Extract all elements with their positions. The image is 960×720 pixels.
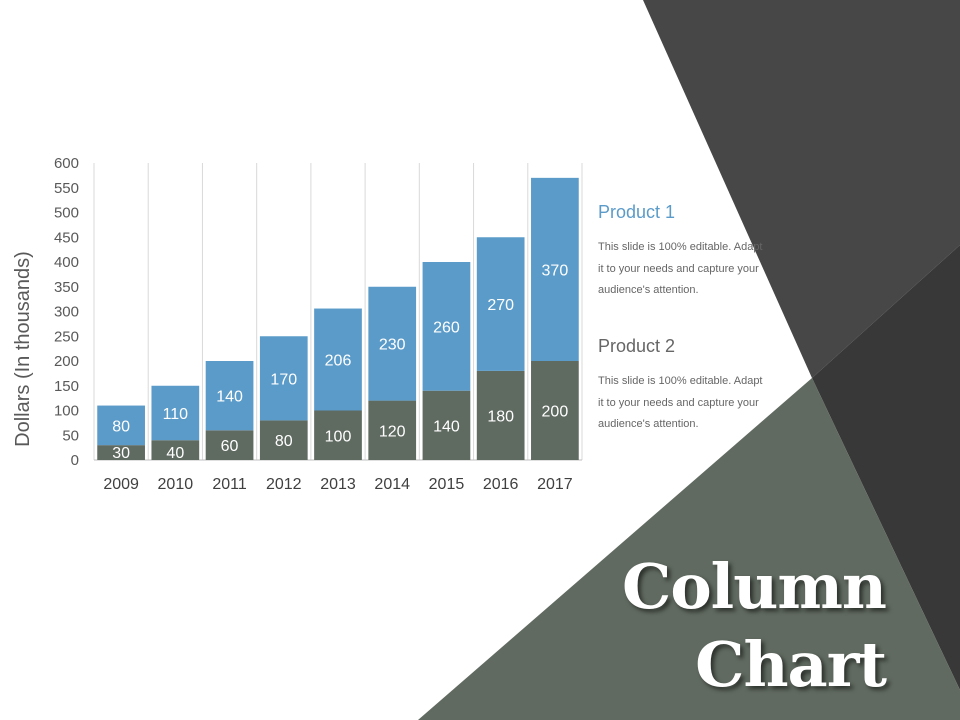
bar-segment-product-1	[368, 286, 417, 401]
data-label-product-1: 206	[325, 353, 352, 370]
y-tick-label: 350	[54, 279, 79, 296]
y-tick-label: 150	[54, 378, 79, 395]
x-tick-label: 2013	[320, 476, 356, 493]
bar-segment-product-1	[259, 336, 308, 421]
bar-segment-product-2	[368, 400, 417, 460]
data-label-product-2: 200	[542, 404, 569, 421]
y-tick-label: 600	[54, 155, 79, 172]
y-tick-label: 400	[54, 254, 79, 271]
x-tick-label: 2016	[483, 476, 519, 493]
y-tick-label: 100	[54, 403, 79, 420]
x-tick-label: 2015	[429, 476, 465, 493]
y-tick-label: 50	[62, 427, 79, 444]
y-tick-label: 250	[54, 328, 79, 345]
data-label-product-1: 140	[216, 389, 243, 406]
legend-product-1-title: Product 1	[598, 202, 676, 222]
slide-title-line-1: Column	[621, 550, 887, 623]
data-label-product-2: 80	[275, 433, 293, 450]
data-label-product-1: 170	[270, 371, 297, 388]
bar-segment-product-1	[205, 361, 254, 431]
bar-segment-product-2	[151, 440, 200, 460]
data-label-product-2: 30	[112, 445, 130, 462]
y-tick-label: 550	[54, 180, 79, 197]
bar-segment-product-1	[531, 177, 579, 361]
bar-segment-product-2	[97, 445, 145, 460]
legend-product-2-text: This slide is 100% editable. Adapt it to…	[598, 375, 763, 430]
green-panel-shape	[418, 378, 960, 720]
bar-segment-product-1	[476, 237, 525, 371]
bar-segment-product-1	[97, 405, 145, 446]
dark-panel-shape	[643, 0, 960, 378]
y-axis-title: Dollars (In thousands)	[12, 251, 34, 447]
x-tick-label: 2014	[374, 476, 410, 493]
data-label-product-2: 120	[379, 423, 406, 440]
bar-segment-product-2	[476, 370, 525, 460]
legend-product-1-text: This slide is 100% editable. Adapt it to…	[598, 241, 763, 296]
x-tick-label: 2011	[212, 476, 247, 493]
x-tick-label: 2017	[537, 476, 573, 493]
legend-product-2: Product 2 This slide is 100% editable. A…	[598, 336, 768, 436]
data-label-product-2: 100	[325, 428, 352, 445]
darkest-panel-shape	[812, 245, 960, 690]
data-label-product-1: 230	[379, 337, 406, 354]
slide-title-line-2: Chart	[695, 628, 887, 701]
bar-segment-product-1	[151, 385, 200, 441]
data-label-product-1: 80	[112, 418, 130, 435]
bar-segment-product-2	[205, 430, 254, 460]
y-tick-label: 200	[54, 353, 79, 370]
x-tick-label: 2010	[158, 476, 194, 493]
legend-product-2-title: Product 2	[598, 336, 676, 356]
bar-segment-product-1	[314, 308, 362, 411]
y-tick-label: 450	[54, 229, 79, 246]
chart-bars	[97, 177, 579, 460]
chart-labels: 0 50 100 150 200 250 300 350 400 450 500 550 600 30 80…	[54, 155, 573, 493]
bar-segment-product-2	[314, 410, 362, 460]
x-tick-label: 2012	[266, 476, 302, 493]
data-label-product-1: 260	[433, 319, 460, 336]
data-label-product-1: 370	[542, 262, 569, 279]
data-label-product-1: 270	[487, 297, 514, 314]
bar-segment-product-2	[531, 361, 579, 460]
data-label-product-2: 60	[221, 438, 239, 455]
y-tick-label: 0	[71, 452, 79, 469]
data-label-product-2: 140	[433, 418, 460, 435]
data-label-product-2: 180	[487, 408, 514, 425]
legend-product-1: Product 1 This slide is 100% editable. A…	[598, 202, 768, 302]
y-tick-label: 500	[54, 205, 79, 222]
slide-title: Column Chart	[621, 548, 887, 704]
bar-segment-product-2	[422, 390, 471, 460]
y-tick-label: 300	[54, 304, 79, 321]
bar-segment-product-1	[422, 262, 471, 391]
x-tick-label: 2009	[103, 476, 139, 493]
bar-segment-product-2	[259, 420, 308, 460]
data-label-product-2: 40	[166, 445, 184, 462]
data-label-product-1: 110	[163, 406, 189, 423]
